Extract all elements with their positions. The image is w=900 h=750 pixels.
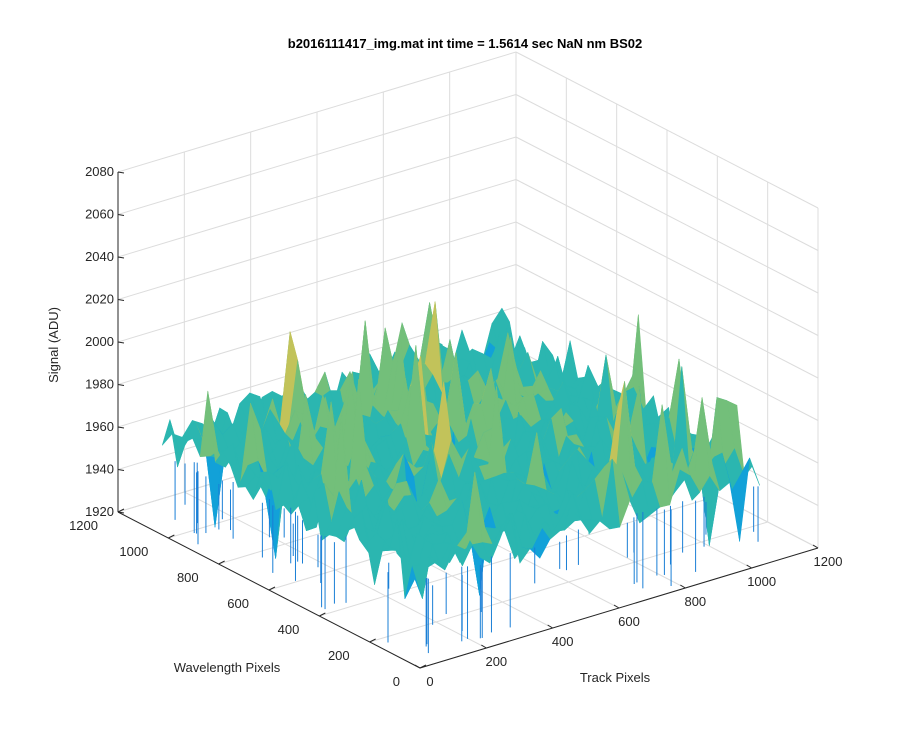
z-tick-label: 2020 xyxy=(85,292,114,307)
wall-gridline-z xyxy=(515,136,819,294)
x-tick-label: 0 xyxy=(426,674,433,689)
floor-gridline-y xyxy=(369,521,768,643)
x-tick-mark xyxy=(613,604,620,609)
y-tick-label: 1000 xyxy=(119,544,148,559)
z-tick-label: 1960 xyxy=(85,419,114,434)
wall-gridline-z xyxy=(515,306,819,464)
y-axis-label: Wavelength Pixels xyxy=(174,660,281,675)
x-tick-label: 400 xyxy=(552,634,574,649)
x-tick-mark xyxy=(481,644,487,649)
z-tick-label: 1920 xyxy=(85,504,114,519)
z-tick-label: 2060 xyxy=(85,207,114,222)
z-tick-label: 2080 xyxy=(85,164,114,179)
y-tick-mark xyxy=(218,560,225,565)
wall-gridline-z xyxy=(515,94,819,251)
x-tick-mark xyxy=(812,544,819,549)
surface-patch xyxy=(366,532,385,585)
chart-title: b2016111417_img.mat int time = 1.5614 se… xyxy=(288,36,642,51)
y-tick-label: 800 xyxy=(177,570,199,585)
x-tick-label: 800 xyxy=(684,594,706,609)
y-tick-label: 600 xyxy=(227,596,249,611)
z-tick-mark xyxy=(117,299,125,301)
y-tick-mark xyxy=(369,638,376,643)
x-tick-mark xyxy=(547,624,553,629)
z-tick-mark xyxy=(117,171,125,174)
y-tick-mark xyxy=(117,508,125,513)
z-tick-label: 1980 xyxy=(85,377,114,392)
z-axis-label: Signal (ADU) xyxy=(46,307,61,383)
x-axis-label: Track Pixels xyxy=(580,670,651,685)
surface-mesh xyxy=(161,301,760,654)
wall-gridline-z xyxy=(117,306,517,428)
x-tick-mark xyxy=(680,584,686,589)
axes xyxy=(117,171,819,669)
surface-patch xyxy=(412,555,431,599)
x-tick-label: 1200 xyxy=(814,554,843,569)
z-tick-mark xyxy=(117,384,125,386)
y-tick-mark xyxy=(319,612,326,617)
z-tick-mark xyxy=(117,426,125,429)
wall-gridline-z xyxy=(117,136,517,258)
y-tick-label: 400 xyxy=(278,622,300,637)
wall-gridline-z xyxy=(515,51,819,209)
z-tick-mark xyxy=(117,214,125,216)
wall-gridline-z xyxy=(515,179,819,336)
y-tick-label: 1200 xyxy=(69,518,98,533)
z-tick-mark xyxy=(117,469,125,471)
y-tick-label: 0 xyxy=(393,674,400,689)
y-tick-label: 200 xyxy=(328,648,350,663)
wall-gridline-z xyxy=(117,51,517,173)
x-tick-label: 600 xyxy=(618,614,640,629)
wall-gridline-z xyxy=(117,221,517,343)
z-tick-mark xyxy=(117,341,125,344)
wall-gridline-z xyxy=(117,179,517,300)
z-tick-label: 2000 xyxy=(85,334,114,349)
z-tick-label: 1940 xyxy=(85,462,114,477)
y-tick-mark xyxy=(168,534,175,539)
surface-patch xyxy=(581,519,601,534)
z-tick-label: 2040 xyxy=(85,249,114,264)
wall-gridline-z xyxy=(117,264,517,385)
x-tick-label: 200 xyxy=(485,654,507,669)
z-tick-mark xyxy=(117,256,125,259)
x-tick-mark xyxy=(414,664,421,669)
x-tick-mark xyxy=(746,564,752,569)
x-tick-label: 1000 xyxy=(747,574,776,589)
z-tick-mark xyxy=(117,511,125,514)
tick-labels: 0 200 400 600 800 1000 1200 0 200 400 600 800 1000 12… xyxy=(69,164,842,689)
y-tick-mark xyxy=(419,664,427,669)
wall-gridline-z xyxy=(515,221,819,379)
wall-gridline-z xyxy=(515,264,819,421)
wall-gridline-z xyxy=(117,94,517,215)
y-tick-mark xyxy=(268,586,276,591)
